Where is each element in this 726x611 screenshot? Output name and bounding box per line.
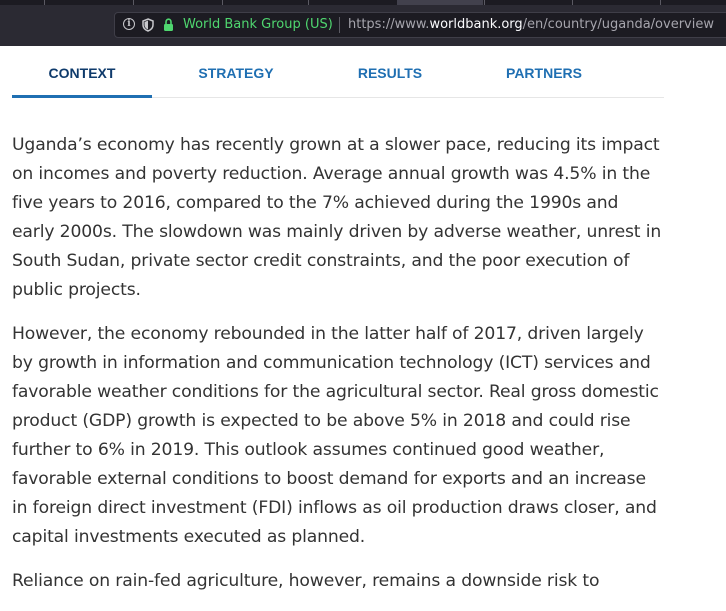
url-path: /en/country/uganda/overview: [522, 17, 714, 32]
tab-results[interactable]: RESULTS: [357, 65, 423, 81]
info-icon[interactable]: i: [123, 18, 135, 30]
site-identity-label[interactable]: World Bank Group (US): [183, 17, 333, 32]
browser-tab-active[interactable]: [397, 0, 483, 5]
article-paragraph: However, the economy rebounded in the la…: [12, 324, 659, 547]
article-paragraph: Uganda’s economy has recently grown at a…: [12, 135, 662, 300]
tab-strip: [0, 0, 726, 5]
tab-context[interactable]: CONTEXT: [12, 55, 152, 98]
tab-strategy[interactable]: STRATEGY: [198, 65, 274, 81]
article-paragraph: Reliance on rain-fed agriculture, howeve…: [12, 571, 600, 591]
tab-partners[interactable]: PARTNERS: [506, 65, 582, 81]
shield-icon[interactable]: [142, 18, 154, 32]
url-bar[interactable]: i World Bank Group (US) https://www.worl…: [114, 12, 726, 38]
tab-divider: [44, 0, 45, 5]
article-body: Uganda’s economy has recently grown at a…: [12, 131, 662, 611]
tab-divider: [572, 0, 573, 5]
tab-divider: [308, 0, 309, 5]
tab-divider: [133, 0, 134, 5]
url-text[interactable]: https://www.worldbank.org/en/country/uga…: [348, 13, 714, 37]
browser-toolbar: i World Bank Group (US) https://www.worl…: [0, 0, 726, 46]
tab-divider: [484, 0, 485, 5]
url-bar-divider: [339, 17, 340, 33]
tab-divider: [222, 0, 223, 5]
section-tabs: CONTEXT STRATEGY RESULTS PARTNERS: [12, 55, 664, 98]
url-domain: worldbank.org: [429, 17, 523, 32]
url-prefix: https://www.: [348, 17, 430, 32]
tab-divider: [660, 0, 661, 5]
lock-icon[interactable]: [163, 18, 174, 32]
